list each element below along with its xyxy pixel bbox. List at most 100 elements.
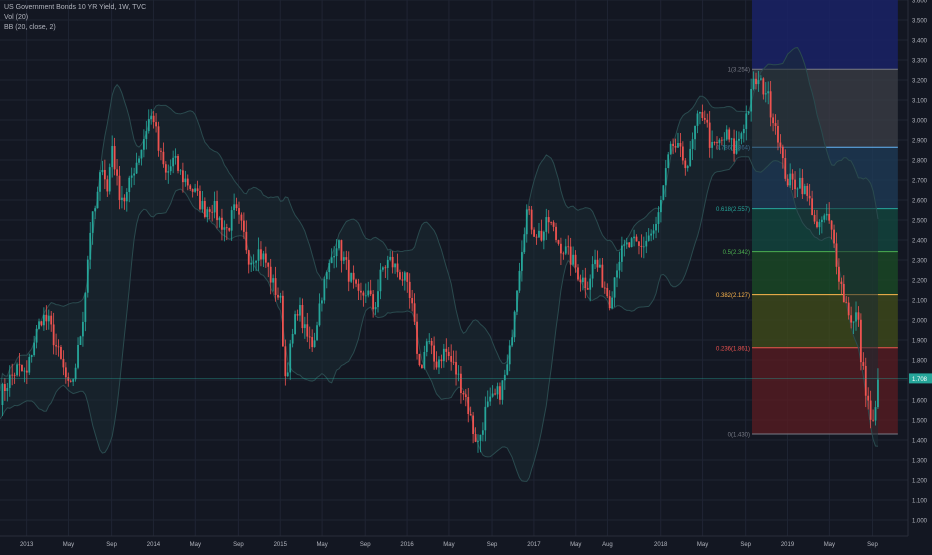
candle-body xyxy=(786,178,789,186)
fib-level-label: 0.5(2.342) xyxy=(723,250,750,256)
candle-body xyxy=(291,333,294,344)
candle-body xyxy=(789,173,792,186)
symbol-title[interactable]: US Government Bonds 10 YR Yield, 1W, TVC xyxy=(4,4,147,11)
candle-body xyxy=(745,113,748,129)
candle-body xyxy=(689,148,692,166)
candle-body xyxy=(557,240,560,244)
candle-body xyxy=(869,400,872,420)
candle-body xyxy=(179,170,182,172)
price-tick-label: 1.500 xyxy=(912,419,928,425)
candle-body xyxy=(335,248,338,257)
candle-body xyxy=(147,119,150,132)
bollinger-indicator-label[interactable]: BB (20, close, 2) xyxy=(4,24,56,31)
candle-body xyxy=(125,192,128,202)
candle-body xyxy=(411,298,414,304)
candle-body xyxy=(396,263,399,273)
fib-level-label: 0(1.430) xyxy=(728,433,750,439)
candle-body xyxy=(794,179,796,190)
candle-body xyxy=(469,413,472,416)
candle-body xyxy=(779,142,782,147)
price-tick-label: 1.800 xyxy=(912,359,928,365)
candle-body xyxy=(169,166,172,172)
candle-body xyxy=(379,269,382,292)
candle-body xyxy=(242,220,245,232)
candle-body xyxy=(547,217,550,223)
candle-body xyxy=(535,236,538,238)
candle-body xyxy=(25,370,28,373)
candle-body xyxy=(321,300,323,304)
candle-body xyxy=(369,290,372,295)
time-tick-label: Sep xyxy=(487,542,498,548)
candle-body xyxy=(301,305,304,329)
candle-body xyxy=(711,141,714,148)
candle-body xyxy=(706,119,709,123)
price-tick-label: 3.600 xyxy=(912,0,928,5)
candle-body xyxy=(518,270,521,291)
time-tick-label: May xyxy=(697,542,708,548)
candle-body xyxy=(796,188,799,190)
candle-body xyxy=(364,295,367,297)
candle-body xyxy=(791,173,794,180)
time-tick-label: May xyxy=(63,542,74,548)
candle-body xyxy=(806,185,809,196)
candle-body xyxy=(230,210,233,231)
volume-indicator-label[interactable]: Vol (20) xyxy=(4,14,29,21)
candle-body xyxy=(640,245,643,247)
candle-body xyxy=(116,169,118,176)
time-tick-label: May xyxy=(570,542,581,548)
candle-body xyxy=(638,241,640,246)
candle-body xyxy=(833,229,835,244)
candle-body xyxy=(862,362,865,366)
candle-body xyxy=(564,246,567,254)
candle-body xyxy=(264,253,267,263)
candle-body xyxy=(355,279,357,284)
candle-body xyxy=(755,78,757,85)
candle-body xyxy=(440,359,443,362)
candle-body xyxy=(772,117,774,124)
candle-body xyxy=(269,266,272,283)
time-axis-bg xyxy=(0,536,932,550)
candle-body xyxy=(69,380,72,382)
candle-body xyxy=(164,164,167,173)
candle-body xyxy=(594,259,596,265)
candle-body xyxy=(401,279,404,281)
candle-body xyxy=(299,305,301,316)
price-axis-bg xyxy=(908,0,932,550)
candle-body xyxy=(135,162,138,174)
fib-level-label: 0.382(2.127) xyxy=(716,293,750,299)
candle-body xyxy=(542,231,545,241)
candle-body xyxy=(33,342,36,356)
candle-body xyxy=(567,246,570,248)
candle-body xyxy=(655,223,657,231)
candle-body xyxy=(867,395,870,401)
candle-body xyxy=(294,314,296,334)
price-axis: 3.600 3.500 3.400 3.300 3.200 3.100 3.000 2.900… xyxy=(907,0,932,550)
candle-body xyxy=(855,312,857,322)
price-tick-label: 2.300 xyxy=(912,259,928,265)
price-tick-label: 3.100 xyxy=(912,99,928,105)
candle-body xyxy=(55,345,57,347)
candle-body xyxy=(255,260,257,263)
candle-body xyxy=(864,365,867,396)
candle-body xyxy=(877,379,879,408)
candle-body xyxy=(123,197,126,202)
candle-body xyxy=(842,283,845,303)
candle-body xyxy=(252,262,255,264)
time-tick-label: Sep xyxy=(233,542,244,548)
candle-body xyxy=(823,215,826,220)
candle-body xyxy=(460,373,462,394)
candle-body xyxy=(835,243,838,267)
candle-body xyxy=(718,139,721,144)
candle-body xyxy=(811,198,814,215)
time-tick-label: 2019 xyxy=(781,542,795,548)
candle-body xyxy=(584,277,587,288)
candle-body xyxy=(191,189,194,192)
candle-body xyxy=(516,290,518,312)
candle-body xyxy=(620,245,623,262)
candle-body xyxy=(540,230,543,241)
candle-body xyxy=(235,204,238,209)
candle-body xyxy=(801,177,804,195)
bollinger-fill xyxy=(0,47,878,482)
